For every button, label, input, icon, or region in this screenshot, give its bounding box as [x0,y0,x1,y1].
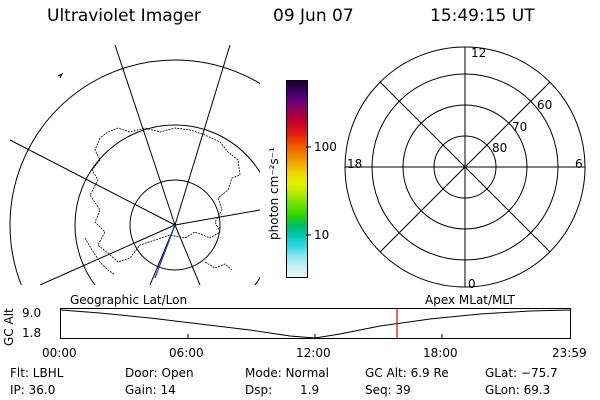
peninsula-coastline [84,237,116,276]
color-bar-ticks [306,146,311,236]
latitude-circle-middle [74,124,260,285]
tick-0000: 00:00 [42,346,77,360]
geographic-label: Geographic Lat/Lon [70,293,188,307]
seq-info: Seq: 39 [365,383,411,397]
color-bar [286,80,308,278]
colorbar-unit-label: photon cm⁻²s⁻¹ [267,147,281,240]
gc-alt-max: 9.0 [22,306,42,320]
dsp-label: Dsp: [245,383,273,397]
time-label: 15:49:15 UT [430,6,535,26]
glon-info: GLon: 69.3 [485,383,551,397]
meridian-line [174,224,201,285]
mlt-0-label: 0 [468,277,476,291]
island-coastline [204,261,233,271]
polar-plot [344,46,586,288]
mlt-6-label: 6 [575,157,583,171]
lat-70-label: 70 [512,120,528,134]
tick-1800: 18:00 [423,346,458,360]
meridian-line [174,44,231,226]
gc-alt-axis-label: GC Alt [2,308,16,346]
colorbar-tick-10: 10 [314,228,330,242]
tick-0600: 06:00 [169,346,204,360]
glat-info: GLat: −75.7 [485,366,558,380]
colorbar-tick-100: 100 [314,140,337,154]
tick-2359: 23:59 [552,346,587,360]
coast-fragment [57,72,64,79]
gain-info: Gain: 14 [125,383,176,397]
instrument-title: Ultraviolet Imager [47,6,201,26]
orbit-track [154,224,176,279]
meridian-line [39,224,176,285]
latitude-circle-inner [129,179,221,271]
mlt-18-label: 18 [347,157,363,171]
gc-alt-info: GC Alt: 6.9 Re [365,366,449,380]
tick-1200: 12:00 [296,346,331,360]
meridian-line [114,44,176,226]
filter-info: Flt: LBHL [10,366,64,380]
date-label: 09 Jun 07 [273,6,354,26]
antarctica-coastline [89,127,241,263]
ip-info: IP: 36.0 [10,383,56,397]
dsp-value: 1.9 [300,383,320,397]
timeline-plot [60,308,571,339]
lat-60-label: 60 [537,98,553,112]
lat-80-label: 80 [492,141,508,155]
meridian-line [9,139,176,226]
polar-diagonal [379,81,551,253]
mode-info: Mode: Normal [245,366,329,380]
altitude-curve [60,309,571,339]
gc-alt-min: 1.8 [22,326,42,340]
apex-label: Apex MLat/MLT [425,293,515,307]
geographic-map [9,44,260,285]
mlt-12-label: 12 [471,46,487,60]
door-info: Door: Open [125,366,194,380]
latitude-circle-outer [9,59,260,285]
